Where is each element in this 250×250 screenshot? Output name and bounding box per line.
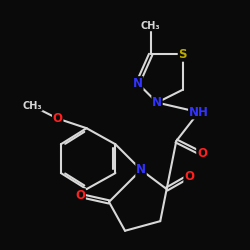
Text: O: O xyxy=(75,189,85,202)
Text: N: N xyxy=(136,163,146,176)
Text: NH: NH xyxy=(189,106,209,119)
Text: O: O xyxy=(184,170,194,183)
Text: O: O xyxy=(53,112,63,125)
Text: N: N xyxy=(152,96,162,109)
Text: S: S xyxy=(178,48,187,61)
Text: O: O xyxy=(197,147,207,160)
Text: CH₃: CH₃ xyxy=(141,21,161,31)
Text: CH₃: CH₃ xyxy=(22,101,42,111)
Text: N: N xyxy=(133,77,143,90)
